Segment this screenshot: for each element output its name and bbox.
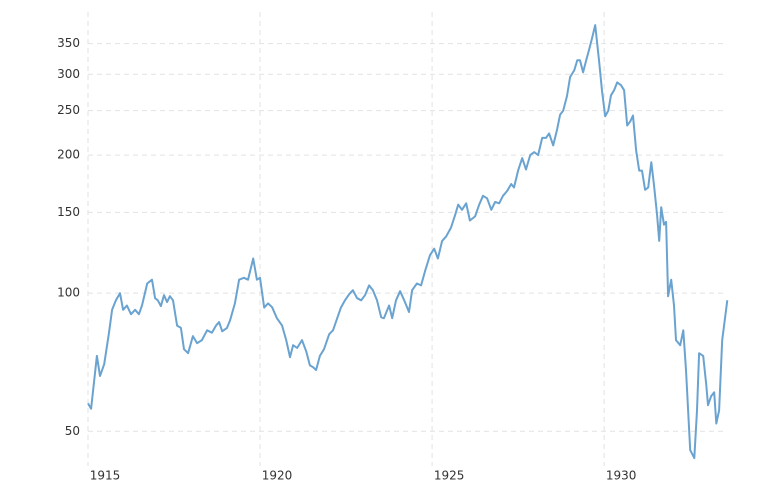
x-tick-label: 1925 bbox=[434, 469, 465, 483]
y-tick-label: 100 bbox=[57, 286, 80, 300]
y-tick-label: 300 bbox=[57, 67, 80, 81]
y-tick-label: 250 bbox=[57, 103, 80, 117]
x-tick-label: 1930 bbox=[606, 469, 637, 483]
y-tick-label: 350 bbox=[57, 36, 80, 50]
x-tick-label: 1920 bbox=[262, 469, 293, 483]
data-line bbox=[87, 24, 729, 460]
y-tick-label: 200 bbox=[57, 148, 80, 162]
y-tick-label: 50 bbox=[65, 424, 80, 438]
y-tick-label: 150 bbox=[57, 205, 80, 219]
x-tick-label: 1915 bbox=[90, 469, 121, 483]
